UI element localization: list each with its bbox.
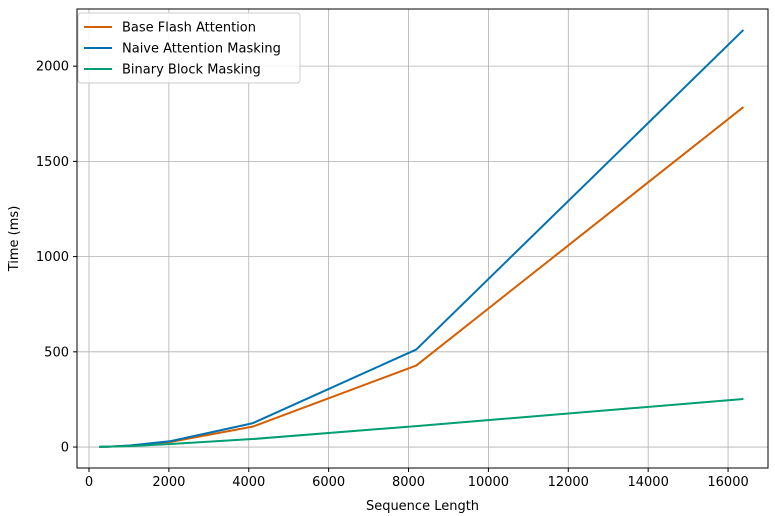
- series-layer: [99, 29, 745, 448]
- series-line-3: [99, 398, 744, 448]
- x-tick-label: 8000: [392, 475, 425, 490]
- x-tick-label: 10000: [468, 475, 509, 490]
- x-tick-label: 16000: [707, 475, 748, 490]
- y-tick-label: 1000: [36, 250, 69, 265]
- y-tick-label: 2000: [36, 60, 69, 75]
- ticks: 0 2000 4000 6000 8000 10000 12000 14000 16000 0 50…: [36, 60, 749, 490]
- x-tick-label: 4000: [232, 475, 265, 490]
- legend-box: [77, 12, 301, 84]
- series-line-1: [99, 106, 745, 448]
- x-tick-label: 12000: [548, 475, 589, 490]
- legend-label: Naive Attention Masking: [122, 42, 281, 57]
- x-tick-label: 14000: [627, 475, 668, 490]
- legend: Base Flash Attention Naive Attention Mask…: [77, 12, 301, 84]
- plot-frame: [76, 8, 769, 469]
- legend-label: Base Flash Attention: [122, 21, 256, 36]
- x-tick-label: 2000: [152, 475, 185, 490]
- grid: [77, 9, 768, 468]
- y-tick-label: 1500: [36, 155, 69, 170]
- x-axis-label: Sequence Length: [366, 499, 479, 514]
- y-tick-label: 0: [61, 441, 69, 456]
- y-axis-label: Time (ms): [7, 206, 22, 273]
- x-tick-label: 0: [85, 475, 93, 490]
- series-line-2: [99, 29, 745, 448]
- legend-label: Binary Block Masking: [122, 63, 261, 78]
- y-tick-label: 500: [44, 345, 69, 360]
- x-tick-label: 6000: [312, 475, 345, 490]
